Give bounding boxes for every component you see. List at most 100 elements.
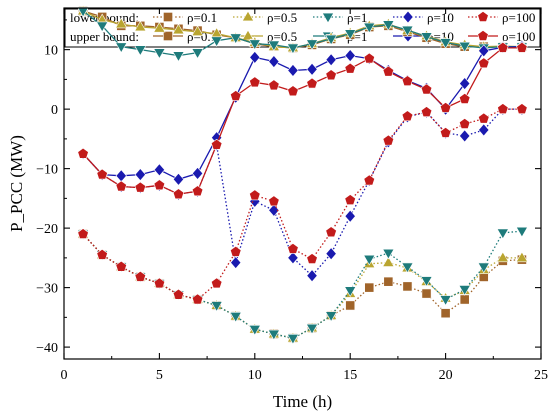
data-point <box>153 179 166 191</box>
data-point <box>325 53 337 67</box>
data-point <box>249 76 261 88</box>
data-point <box>153 163 165 177</box>
data-point <box>134 45 147 57</box>
data-point <box>420 106 433 117</box>
series-line <box>82 230 522 339</box>
data-point <box>153 21 166 33</box>
data-point <box>115 17 128 29</box>
data-point <box>402 281 413 292</box>
data-point <box>363 254 376 266</box>
data-point <box>115 42 128 54</box>
data-point <box>77 147 89 159</box>
data-point <box>515 251 529 263</box>
data-point <box>382 20 395 32</box>
data-point <box>497 41 509 53</box>
legend-entry-label: ρ=0.1 <box>187 10 217 25</box>
series-line <box>82 108 522 301</box>
data-point <box>115 169 127 183</box>
y-tick-label: 0 <box>51 103 58 118</box>
x-tick-label: 5 <box>156 368 163 383</box>
data-point <box>134 168 146 182</box>
data-point <box>459 77 471 91</box>
data-point <box>344 194 356 205</box>
y-tick-label: 10 <box>44 44 58 59</box>
data-point <box>230 90 242 101</box>
data-point <box>210 277 223 289</box>
data-point <box>477 262 490 274</box>
legend-entry-label: ρ=0.5 <box>267 10 297 25</box>
data-point <box>172 23 185 35</box>
data-point <box>478 112 490 124</box>
data-point <box>383 276 394 287</box>
data-point <box>267 40 280 52</box>
data-point <box>115 260 127 272</box>
data-point <box>344 62 356 74</box>
legend-marker <box>241 10 255 22</box>
data-point <box>459 129 471 143</box>
data-point <box>478 57 490 69</box>
data-point <box>458 285 471 296</box>
legend-marker <box>163 31 173 41</box>
series-upper-8 <box>77 40 528 186</box>
x-axis-title: Time (h) <box>273 392 332 411</box>
data-point <box>325 226 337 238</box>
data-point <box>153 277 166 289</box>
data-point <box>344 49 356 63</box>
data-point <box>497 103 509 114</box>
x-tick-label: 10 <box>248 368 262 383</box>
data-point <box>230 245 242 257</box>
series-line <box>82 233 522 339</box>
series-line <box>82 233 522 339</box>
data-point <box>249 50 261 64</box>
y-tick-label: −10 <box>36 163 58 178</box>
y-axis-title: P_PCC (MW) <box>7 135 26 232</box>
series-lower-3 <box>77 102 528 283</box>
data-point <box>439 126 452 138</box>
series-upper-9 <box>77 41 528 200</box>
legend-marker <box>477 11 489 22</box>
data-point <box>229 33 242 45</box>
legend-marker <box>163 12 173 22</box>
data-point <box>96 21 109 33</box>
data-point <box>363 22 376 34</box>
data-point <box>134 181 146 193</box>
data-point <box>248 39 261 51</box>
legend: lower bound:upper bound:ρ=0.1 ρ=0.5 ρ=1 ρ=1… <box>64 8 541 48</box>
data-point <box>516 103 528 114</box>
data-point <box>76 6 90 18</box>
data-point <box>191 185 204 197</box>
data-point <box>459 93 471 104</box>
legend-marker <box>402 10 414 24</box>
data-point <box>382 65 395 77</box>
data-point <box>191 48 204 60</box>
data-point <box>478 44 490 58</box>
data-point <box>439 295 452 306</box>
legend-entry-label: ρ=100 <box>502 29 535 44</box>
data-point <box>191 25 204 36</box>
data-point <box>345 300 356 311</box>
legend-marker <box>241 29 255 41</box>
series-line <box>82 46 522 180</box>
data-point <box>210 36 223 48</box>
data-point <box>267 329 280 341</box>
data-point <box>249 189 261 201</box>
plot-border <box>63 7 542 360</box>
data-point <box>210 138 223 150</box>
data-point <box>153 48 166 60</box>
data-point <box>364 282 375 293</box>
series-line <box>82 108 522 277</box>
y-tick-label: −30 <box>36 282 58 297</box>
data-point <box>401 262 414 274</box>
data-point <box>268 55 280 69</box>
data-point <box>230 256 242 270</box>
data-point <box>172 172 185 186</box>
legend-marker <box>477 30 489 41</box>
data-point <box>382 256 395 267</box>
data-point <box>248 325 261 336</box>
y-tick-label: −40 <box>36 341 58 356</box>
x-tick-label: 25 <box>534 368 548 383</box>
x-tick-label: 0 <box>61 368 68 383</box>
data-point <box>287 64 299 77</box>
data-point <box>229 311 242 323</box>
data-point <box>287 251 299 265</box>
